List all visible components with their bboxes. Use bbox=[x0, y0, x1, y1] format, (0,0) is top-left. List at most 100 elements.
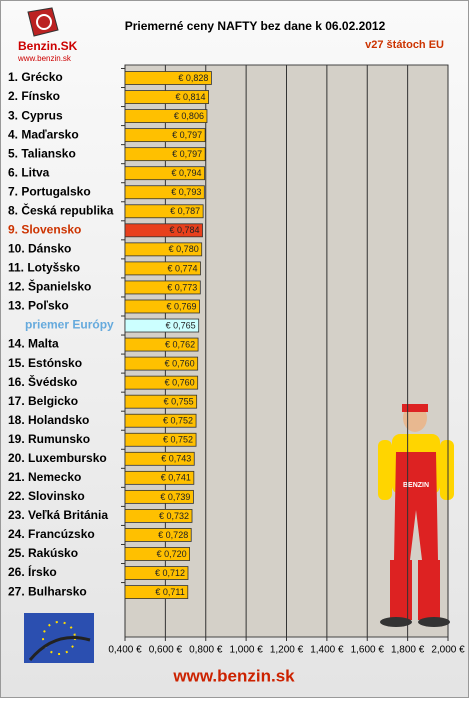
category-label: 23. Veľká Británia bbox=[8, 508, 108, 522]
x-tick-label: 0,600 € bbox=[149, 645, 183, 656]
bar bbox=[124, 356, 199, 371]
category-label: 21. Nemecko bbox=[8, 470, 81, 484]
bar bbox=[124, 109, 208, 123]
value-label: € 0,752 bbox=[163, 416, 193, 426]
value-label: € 0,712 bbox=[155, 568, 185, 578]
category-label: priemer Európy bbox=[25, 318, 114, 332]
bar bbox=[124, 280, 201, 295]
category-label: 27. Bulharsko bbox=[8, 584, 87, 598]
value-label: € 0,739 bbox=[160, 492, 190, 502]
bar bbox=[124, 585, 189, 599]
value-label: € 0,741 bbox=[161, 473, 191, 483]
category-label: 20. Luxembursko bbox=[8, 451, 107, 465]
value-label: € 0,793 bbox=[171, 187, 201, 197]
svg-text:BENZIN: BENZIN bbox=[403, 482, 429, 489]
bar bbox=[124, 509, 193, 523]
bar bbox=[124, 128, 206, 143]
logo: Benzin.SK www.benzin.sk bbox=[17, 7, 78, 63]
value-label: € 0,743 bbox=[161, 454, 191, 464]
value-label: € 0,806 bbox=[174, 111, 204, 121]
x-tick-label: 2,000 € bbox=[431, 645, 465, 656]
category-label: 26. Írsko bbox=[8, 564, 57, 579]
x-tick-label: 0,800 € bbox=[189, 645, 223, 656]
value-label: € 0,711 bbox=[155, 587, 184, 597]
category-label: 24. Francúzsko bbox=[8, 527, 95, 541]
category-label: 12. Španielsko bbox=[8, 279, 91, 294]
category-label: 4. Maďarsko bbox=[8, 127, 79, 141]
bar bbox=[124, 451, 195, 466]
category-label: 2. Fínsko bbox=[8, 89, 60, 103]
value-label: € 0,828 bbox=[178, 73, 208, 83]
bar bbox=[124, 566, 189, 580]
value-label: € 0,774 bbox=[167, 263, 197, 273]
category-label: 3. Cyprus bbox=[8, 108, 63, 122]
bar bbox=[124, 223, 203, 238]
value-label: € 0,787 bbox=[170, 206, 200, 216]
category-label: 14. Malta bbox=[8, 337, 59, 351]
value-label: € 0,780 bbox=[169, 244, 199, 254]
value-label: € 0,732 bbox=[159, 511, 189, 521]
category-label: 13. Poľsko bbox=[8, 299, 69, 313]
category-label: 9. Slovensko bbox=[8, 222, 81, 236]
category-label: 17. Belgicko bbox=[8, 394, 78, 408]
bar bbox=[124, 375, 199, 390]
bar bbox=[124, 432, 197, 447]
category-label: 22. Slovinsko bbox=[8, 489, 85, 503]
bar bbox=[124, 318, 200, 333]
category-label: 19. Rumunsko bbox=[8, 432, 90, 446]
mascot: BENZIN bbox=[378, 404, 454, 627]
value-label: € 0,797 bbox=[172, 130, 202, 140]
x-tick-label: 1,800 € bbox=[391, 645, 425, 656]
x-tick-label: 0,400 € bbox=[108, 645, 142, 656]
category-label: 11. Lotyšsko bbox=[8, 261, 80, 275]
value-label: € 0,760 bbox=[165, 358, 195, 368]
category-label: 16. Švédsko bbox=[8, 374, 77, 389]
value-label: € 0,760 bbox=[165, 378, 195, 388]
value-label: € 0,794 bbox=[172, 168, 202, 178]
chart-title: Priemerné ceny NAFTY bez dane k 06.02.20… bbox=[125, 19, 386, 33]
value-label: € 0,814 bbox=[176, 92, 206, 102]
bar bbox=[124, 71, 212, 85]
value-label: € 0,755 bbox=[164, 397, 194, 407]
bar bbox=[124, 204, 204, 219]
brand-url: www.benzin.sk bbox=[17, 54, 72, 63]
value-label: € 0,797 bbox=[172, 149, 202, 159]
value-label: € 0,784 bbox=[169, 225, 199, 235]
x-tick-label: 1,000 € bbox=[229, 645, 263, 656]
value-label: € 0,762 bbox=[165, 339, 195, 349]
category-label: 25. Rakúsko bbox=[8, 546, 78, 560]
category-label: 10. Dánsko bbox=[8, 242, 71, 256]
value-label: € 0,773 bbox=[167, 282, 197, 292]
value-label: € 0,769 bbox=[166, 301, 196, 311]
bar bbox=[124, 470, 195, 485]
bar bbox=[124, 337, 199, 352]
bar bbox=[124, 166, 205, 181]
category-label: 1. Grécko bbox=[8, 70, 63, 84]
eu-flag bbox=[24, 613, 94, 663]
bar bbox=[124, 413, 197, 428]
bar bbox=[124, 185, 205, 200]
category-label: 5. Taliansko bbox=[8, 146, 76, 160]
bar bbox=[124, 528, 192, 542]
bar bbox=[124, 299, 200, 314]
brand: Benzin.SK bbox=[18, 39, 78, 53]
value-label: € 0,752 bbox=[163, 435, 193, 445]
x-tick-label: 1,200 € bbox=[270, 645, 304, 656]
value-label: € 0,720 bbox=[157, 549, 187, 559]
category-label: 7. Portugalsko bbox=[8, 184, 91, 198]
value-label: € 0,728 bbox=[158, 530, 188, 540]
bar bbox=[124, 90, 209, 104]
chart-subtitle: v27 štátoch EU bbox=[365, 39, 444, 51]
bar bbox=[124, 489, 194, 504]
bar bbox=[124, 147, 206, 162]
bar bbox=[124, 394, 198, 409]
category-label: 6. Litva bbox=[8, 165, 50, 179]
category-label: 8. Česká republika bbox=[8, 202, 114, 217]
bar bbox=[124, 242, 203, 257]
bar bbox=[124, 547, 190, 561]
bar bbox=[124, 261, 201, 276]
category-label: 15. Estónsko bbox=[8, 356, 82, 370]
category-label: 18. Holandsko bbox=[8, 413, 89, 427]
value-label: € 0,765 bbox=[166, 320, 196, 330]
